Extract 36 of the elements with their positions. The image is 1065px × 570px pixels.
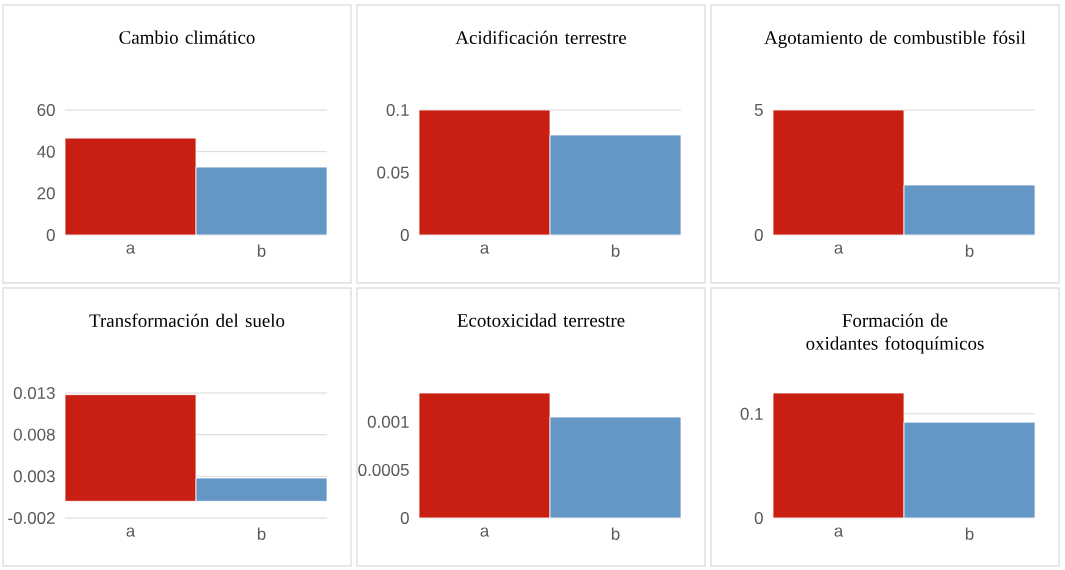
y-tick-label: 0.1 xyxy=(740,407,763,420)
chart-title: Cambio climático xyxy=(119,30,255,44)
x-tick-label: a xyxy=(126,527,136,537)
chart-title: Formación de oxidantes fotoquímicos xyxy=(806,313,984,354)
y-tick-label: 0.1 xyxy=(386,103,409,116)
x-tick-label: a xyxy=(834,527,844,537)
y-tick-label: 0 xyxy=(400,228,409,241)
y-tick-label: 0.05 xyxy=(377,166,409,179)
chart-title: Acidificación terrestre xyxy=(455,30,627,45)
y-tick-label: 0.001 xyxy=(367,415,409,428)
chart-title: Ecotoxicidad terrestre xyxy=(457,313,625,327)
x-tick-label: a xyxy=(480,244,490,254)
y-tick-label: 0 xyxy=(400,511,409,524)
y-tick-label: 0 xyxy=(754,511,763,524)
chart-title: Transformación del suelo xyxy=(89,313,285,328)
x-tick-label: b xyxy=(611,244,620,257)
chart-title: Agotamiento de combustible fósil xyxy=(764,30,1026,48)
y-tick-label: 0.003 xyxy=(13,470,55,483)
x-tick-label: a xyxy=(834,244,844,254)
y-tick-label: 60 xyxy=(37,103,55,116)
y-tick-label: 0.0005 xyxy=(358,463,409,476)
x-tick-label: a xyxy=(126,244,136,254)
y-tick-label: 0 xyxy=(46,228,55,241)
x-tick-label: a xyxy=(480,527,490,537)
x-tick-label: b xyxy=(611,527,620,540)
x-tick-label: b xyxy=(257,527,266,540)
x-tick-label: b xyxy=(965,527,974,540)
y-tick-label: 5 xyxy=(754,104,763,116)
y-tick-label: 0.008 xyxy=(13,428,55,441)
y-tick-label: -0.002 xyxy=(8,511,55,524)
y-tick-label: 20 xyxy=(37,187,55,200)
x-tick-label: b xyxy=(257,244,266,257)
y-tick-label: 0.013 xyxy=(13,386,55,399)
y-tick-label: 0 xyxy=(754,228,763,241)
x-tick-label: b xyxy=(965,244,974,257)
y-tick-label: 40 xyxy=(37,145,55,158)
